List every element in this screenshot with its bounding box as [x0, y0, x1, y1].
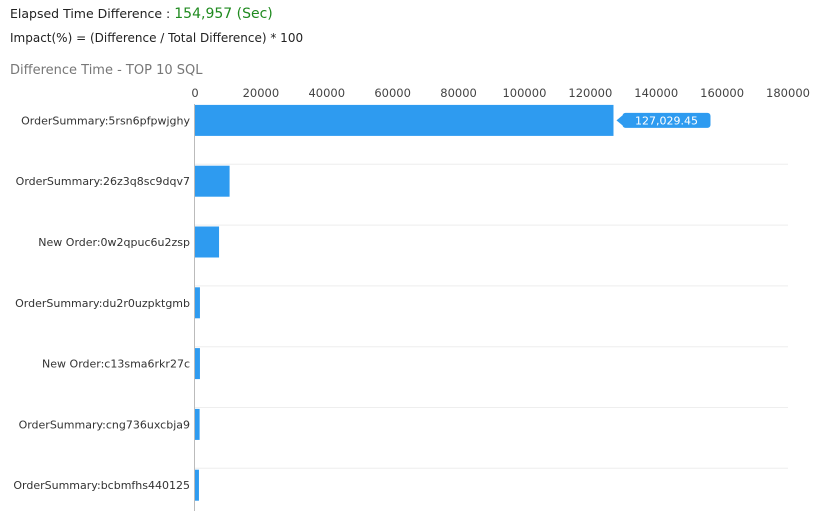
data-label-pointer: [616, 115, 623, 126]
category-label: OrderSummary:du2r0uzpktgmb: [15, 297, 190, 310]
x-tick-label: 100000: [502, 86, 546, 100]
data-label-box: [622, 112, 711, 128]
x-tick-label: 160000: [700, 86, 744, 100]
impact-formula: Impact(%) = (Difference / Total Differen…: [10, 31, 304, 45]
category-label: OrderSummary:26z3q8sc9dqv7: [16, 175, 190, 188]
bar: [195, 104, 614, 136]
bar: [195, 408, 200, 440]
x-tick-label: 140000: [634, 86, 678, 100]
bar: [195, 469, 199, 501]
category-label: New Order:0w2qpuc6u2zsp: [38, 236, 190, 249]
x-tick-label: 120000: [568, 86, 612, 100]
bar: [195, 226, 220, 258]
x-tick-label: 20000: [243, 86, 280, 100]
elapsed-time-difference: Elapsed Time Difference : 154,957 (Sec): [10, 6, 273, 22]
elapsed-label: Elapsed Time Difference :: [10, 6, 171, 21]
bar: [195, 287, 200, 319]
bar: [195, 165, 230, 197]
category-label: OrderSummary:bcbmfhs440125: [13, 479, 190, 492]
x-tick-label: 0: [191, 86, 198, 100]
elapsed-value: 154,957 (Sec): [174, 6, 273, 22]
x-tick-label: 40000: [308, 86, 345, 100]
data-label: 127,029.45: [635, 114, 698, 127]
chart-title: Difference Time - TOP 10 SQL: [10, 63, 203, 78]
category-label: OrderSummary:5rsn6pfpwjghy: [21, 114, 190, 127]
x-tick-label: 80000: [440, 86, 477, 100]
category-label: New Order:c13sma6rkr27c: [42, 358, 190, 371]
category-label: OrderSummary:cng736uxcbja9: [19, 418, 190, 431]
x-tick-label: 60000: [374, 86, 411, 100]
x-tick-label: 180000: [766, 86, 810, 100]
bar: [195, 348, 200, 380]
